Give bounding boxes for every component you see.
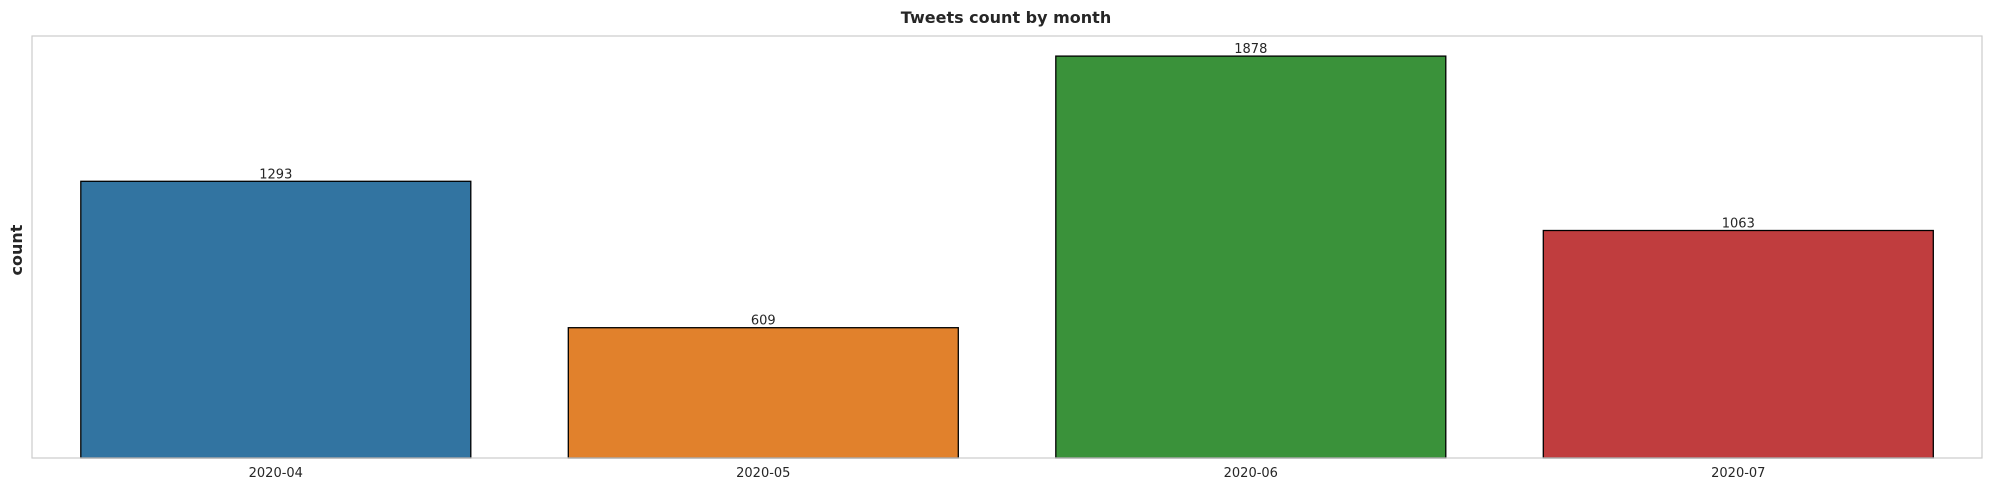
bar-2020-07 [1542,229,1934,459]
x-tick-label-2020-04: 2020-04 [249,466,303,481]
bar-2020-04 [80,180,472,459]
data-label-2020-06: 1878 [1234,42,1267,57]
plot-area: 1293 2020-04 609 2020-05 1878 2020-06 1063 2020… [80,42,1934,481]
x-tick-label-2020-06: 2020-06 [1224,466,1278,481]
data-label-2020-05: 609 [751,314,776,329]
data-label-2020-07: 1063 [1722,217,1755,232]
x-tick-label-2020-07: 2020-07 [1711,466,1765,481]
data-label-2020-04: 1293 [259,167,292,182]
plot-frame [31,35,1983,459]
bar-2020-06 [1055,55,1447,459]
y-axis-label: count [7,224,26,275]
chart-title: Tweets count by month [901,8,1111,27]
bar-2020-05 [567,327,959,459]
x-tick-label-2020-05: 2020-05 [736,466,790,481]
